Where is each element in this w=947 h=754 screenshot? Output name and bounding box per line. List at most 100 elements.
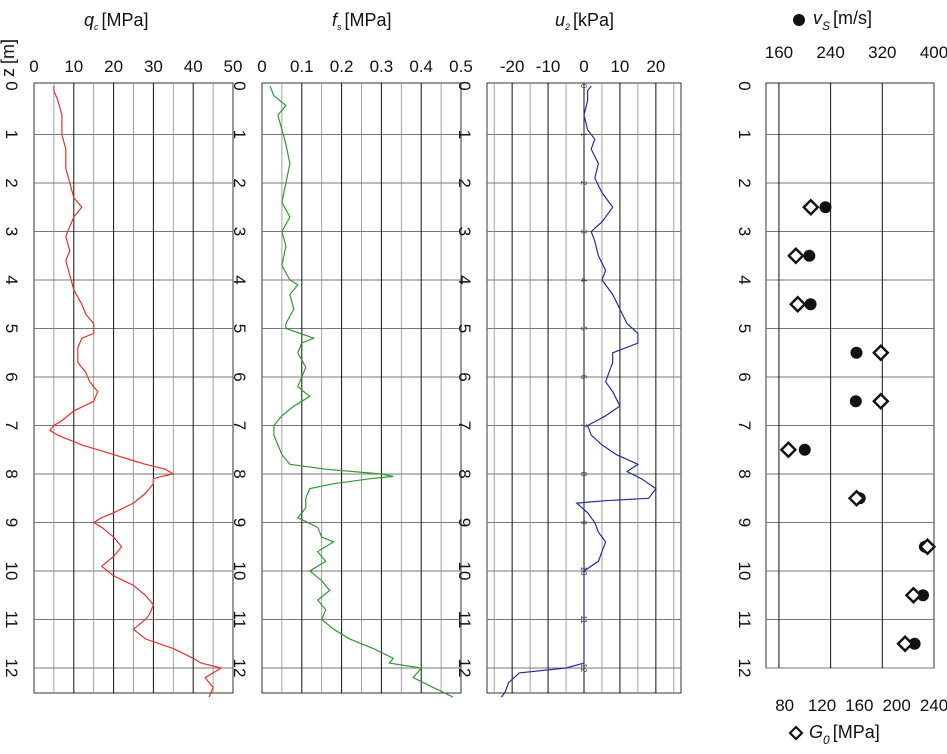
- y-tick-label: 1: [455, 130, 474, 139]
- g0-point: [847, 489, 866, 507]
- x-tick-label: 0.5: [449, 57, 473, 76]
- bottom-x-tick-label: 120: [808, 696, 836, 715]
- y-tick-label: 8: [735, 469, 754, 478]
- y-tick-label: 3: [2, 227, 21, 236]
- panel-title: qc [MPa]: [84, 10, 149, 32]
- y-tick-label: 6: [2, 372, 21, 381]
- y-tick-label: 1: [2, 130, 21, 139]
- vs-point: [908, 637, 921, 650]
- y-tick-label: 7: [230, 421, 249, 430]
- y-tick-label: 10: [2, 562, 21, 581]
- inner-depth-label: 0: [579, 84, 588, 89]
- y-tick-label: 3: [230, 227, 249, 236]
- legend-g0-label: G0 [MPa]: [809, 722, 880, 747]
- y-tick-label: 8: [2, 469, 21, 478]
- x-tick-label: 50: [224, 57, 243, 76]
- legend-g0: G0 [MPa]: [788, 722, 880, 747]
- y-tick-label: 12: [230, 659, 249, 678]
- y-tick-label: 10: [455, 562, 474, 581]
- y-tick-label: 9: [2, 518, 21, 527]
- x-tick-label: 0.1: [290, 57, 314, 76]
- y-tick-label: 11: [2, 611, 21, 629]
- y-tick-label: 0: [735, 81, 754, 90]
- y-tick-label: 4: [735, 275, 754, 284]
- g0-point: [872, 344, 890, 362]
- x-tick-label: 0.3: [370, 57, 394, 76]
- y-tick-label: 11: [735, 611, 754, 629]
- inner-depth-label: 6: [579, 375, 588, 380]
- top-x-tick-label: 240: [816, 43, 844, 62]
- inner-depth-label: 3: [579, 229, 588, 234]
- g0-point: [896, 635, 914, 653]
- y-tick-label: 2: [455, 178, 474, 187]
- y-tick-label: 5: [2, 324, 21, 333]
- panel-title: u2 [kPa]: [555, 10, 614, 32]
- plot-frame: [765, 82, 935, 669]
- vs-point: [798, 443, 811, 456]
- y-tick-label: 10: [230, 562, 249, 581]
- bottom-x-tick-label: 80: [775, 696, 794, 715]
- y-tick-label: 2: [735, 178, 754, 187]
- x-tick-label: 40: [184, 57, 203, 76]
- y-tick-label: 5: [230, 324, 249, 333]
- g0-point: [904, 586, 923, 604]
- y-tick-label: 7: [2, 421, 21, 430]
- x-tick-label: -10: [536, 57, 561, 76]
- inner-depth-label: 4: [579, 278, 588, 283]
- y-tick-label: 3: [735, 227, 754, 236]
- y-axis-label: z[m]: [0, 39, 18, 77]
- x-tick-label: 0.2: [330, 57, 354, 76]
- y-tick-label: 11: [455, 611, 474, 629]
- x-tick-label: 0: [579, 57, 588, 76]
- bottom-x-tick-label: 160: [845, 696, 873, 715]
- y-tick-label: 11: [230, 611, 249, 629]
- legend-vs: vS [m/s]: [793, 8, 872, 33]
- vs-marker-icon: [793, 14, 805, 26]
- vs-point: [849, 395, 862, 408]
- y-tick-label: 12: [455, 659, 474, 678]
- inner-depth-label: 5: [579, 326, 588, 331]
- g0-point: [787, 247, 805, 265]
- panel-u2: -20 -10 0 10 2001234567891011120123456789101…: [455, 10, 682, 698]
- top-x-tick-label: 160: [765, 43, 793, 62]
- y-tick-label: 6: [230, 372, 249, 381]
- g0-point: [779, 441, 798, 459]
- inner-depth-label: 7: [579, 423, 588, 428]
- y-tick-label: 9: [230, 518, 249, 527]
- vs-point: [917, 589, 930, 602]
- y-tick-label: 5: [735, 324, 754, 333]
- y-tick-label: 8: [230, 469, 249, 478]
- y-tick-label: 12: [2, 659, 21, 678]
- g0-point: [918, 538, 937, 556]
- x-tick-label: 30: [144, 57, 163, 76]
- bottom-x-tick-label: 200: [882, 696, 910, 715]
- y-tick-label: 6: [735, 372, 754, 381]
- series-line: [500, 85, 657, 698]
- g0-point: [872, 392, 890, 410]
- vs-point: [803, 249, 816, 262]
- x-tick-label: 0: [29, 57, 38, 76]
- x-tick-label: 20: [104, 57, 123, 76]
- top-x-tick-label: 320: [868, 43, 896, 62]
- y-tick-label: 2: [2, 178, 21, 187]
- g0-point: [802, 198, 820, 216]
- y-tick-label: 1: [230, 130, 249, 139]
- y-tick-label: 0: [2, 81, 21, 90]
- y-tick-label: 7: [455, 421, 474, 430]
- y-tick-label: 7: [735, 421, 754, 430]
- bottom-x-tick-label: 240: [920, 696, 947, 715]
- top-x-tick-label: 400: [920, 43, 947, 62]
- y-tick-label: 4: [455, 275, 474, 284]
- series-line: [269, 85, 454, 698]
- vs-point: [804, 298, 817, 311]
- y-tick-label: 0: [230, 81, 249, 90]
- y-tick-label: 6: [455, 372, 474, 381]
- inner-depth-label: 8: [579, 472, 588, 477]
- y-tick-label: 12: [735, 659, 754, 678]
- g0-marker-icon: [788, 725, 804, 741]
- inner-depth-label: 9: [579, 520, 588, 525]
- inner-depth-label: 12: [579, 664, 588, 673]
